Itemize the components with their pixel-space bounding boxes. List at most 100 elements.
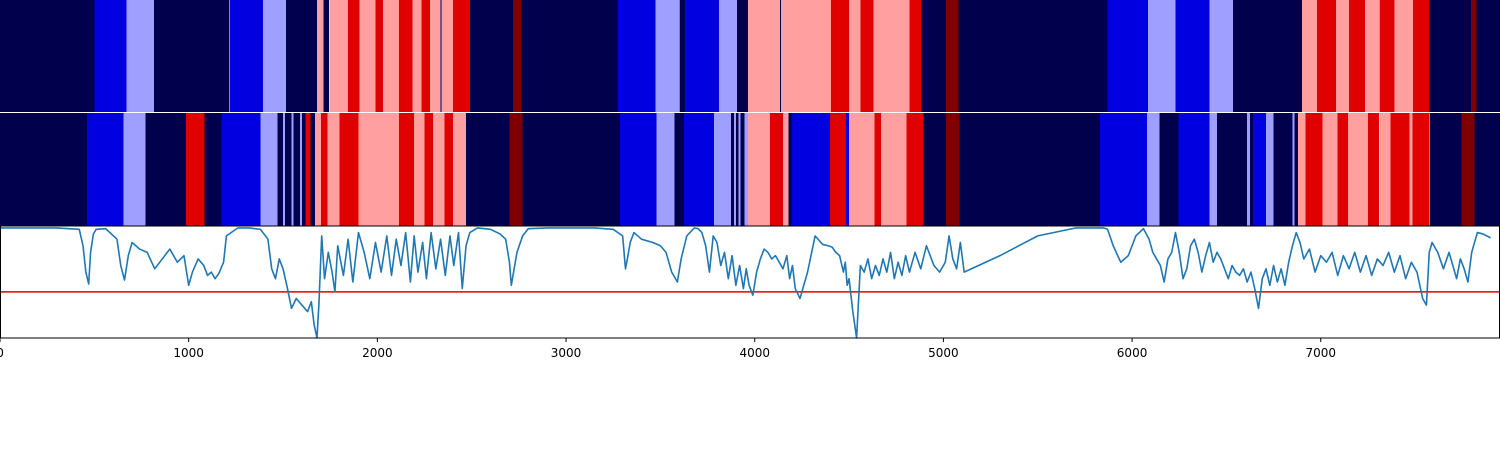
top-track-segment-9 [329,0,349,112]
top-track-segment-53 [1413,0,1430,112]
bottom-track-segment-69 [1298,113,1306,226]
bottom-track-segment-42 [748,113,770,226]
bottom-track-segment-0 [0,113,87,226]
top-track-segment-51 [1379,0,1395,112]
bottom-track-segment-31 [619,113,657,226]
top-track-segment-14 [399,0,413,112]
top-track-segment-40 [958,0,1108,112]
bottom-track-segment-18 [320,113,328,226]
bottom-track-segment-55 [959,113,1100,226]
top-track-segment-30 [748,0,781,112]
bottom-track-segment-78 [1412,113,1430,226]
bottom-track-segment-56 [1100,113,1148,226]
bottom-track-segment-23 [414,113,425,226]
top-track-segment-26 [679,0,685,112]
bottom-track-segment-41 [744,113,749,226]
top-track-segment-33 [831,0,850,112]
bottom-track-segment-35 [714,113,732,226]
top-track-segment-17 [430,0,441,112]
bottom-track-segment-77 [1409,113,1413,226]
bottom-track-segment-74 [1367,113,1380,226]
bottom-track-segment-50 [874,113,882,226]
bottom-track-segment-12 [293,113,300,226]
x-tick-label-5000: 5000 [928,346,959,360]
bottom-track-segment-51 [881,113,907,226]
top-track-segment-24 [617,0,656,112]
bottom-track-segment-81 [1474,113,1500,226]
top-track-segment-29 [736,0,749,112]
top-track-segment-32 [781,0,832,112]
top-track-segment-4 [229,0,264,112]
bottom-track-segment-7 [260,113,278,226]
bottom-track-segment-30 [522,113,620,226]
x-tick-label-3000: 3000 [551,346,582,360]
top-track-segment-37 [909,0,921,112]
x-tick-label-2000: 2000 [362,346,393,360]
top-track-segment-38 [920,0,947,112]
bottom-track-segment-44 [783,113,789,226]
bottom-track-segment-60 [1209,113,1217,226]
top-track-segment-36 [873,0,910,112]
bottom-track-segment-33 [674,113,684,226]
top-track-segment-5 [263,0,286,112]
top-track-segment-52 [1394,0,1414,112]
bottom-track-segment-38 [735,113,739,226]
bottom-track-segment-61 [1216,113,1248,226]
bottom-track-segment-15 [305,113,311,226]
bottom-track-segment-73 [1348,113,1368,226]
x-tick-label-6000: 6000 [1117,346,1148,360]
top-track-segment-8 [323,0,330,112]
top-track-segment-15 [412,0,422,112]
top-track-segment-20 [452,0,470,112]
bottom-track-segment-34 [683,113,715,226]
bottom-track-segment-32 [656,113,675,226]
bottom-track-segment-80 [1461,113,1475,226]
top-track-segment-11 [359,0,376,112]
top-track-segment-7 [316,0,324,112]
bottom-track-segment-11 [291,113,294,226]
top-track-segment-22 [513,0,521,112]
top-track-segment-6 [285,0,317,112]
bottom-track-segment-27 [452,113,467,226]
top-track-segment-35 [860,0,874,112]
line-panel [0,225,1500,339]
top-track-segment-39 [946,0,959,112]
top-track-segment-46 [1301,0,1317,112]
top-track-segment-45 [1233,0,1302,112]
bottom-track-segment-71 [1322,113,1338,226]
top-track-segment-42 [1148,0,1176,112]
x-tick-label-4000: 4000 [739,346,770,360]
bottom-track-segment-6 [221,113,261,226]
top-track-segment-3 [153,0,230,112]
top-track-segment-28 [718,0,737,112]
top-track-segment-13 [383,0,400,112]
top-track-segment-44 [1209,0,1234,112]
top-track-segment-31 [780,0,782,112]
line-panel-background [0,226,1500,338]
bottom-track-segment-13 [300,113,302,226]
top-track-segment-56 [1476,0,1500,112]
bottom-track-segment-26 [444,113,453,226]
bottom-track-segment-4 [185,113,205,226]
top-track-segment-12 [375,0,384,112]
top-track-segment-47 [1316,0,1336,112]
bottom-track-segment-5 [204,113,222,226]
bottom-track-segment-75 [1379,113,1391,226]
top-track-segment-1 [94,0,127,112]
bottom-track-segment-25 [433,113,445,226]
bottom-track-segment-21 [358,113,400,226]
bottom-track-segment-2 [123,113,146,226]
bottom-track-segment-9 [283,113,285,226]
bottom-track-segment-36 [731,113,734,226]
top-track-segment-21 [469,0,514,112]
signal-line [0,227,1491,339]
segmentation-track-bottom [0,113,1500,226]
top-track-segment-19 [441,0,453,112]
bottom-track-segment-46 [791,113,831,226]
bottom-track-segment-37 [733,113,736,226]
bottom-track-segment-43 [769,113,784,226]
top-track-segment-23 [520,0,618,112]
bottom-track-segment-76 [1390,113,1410,226]
bottom-track-segment-48 [846,113,850,226]
